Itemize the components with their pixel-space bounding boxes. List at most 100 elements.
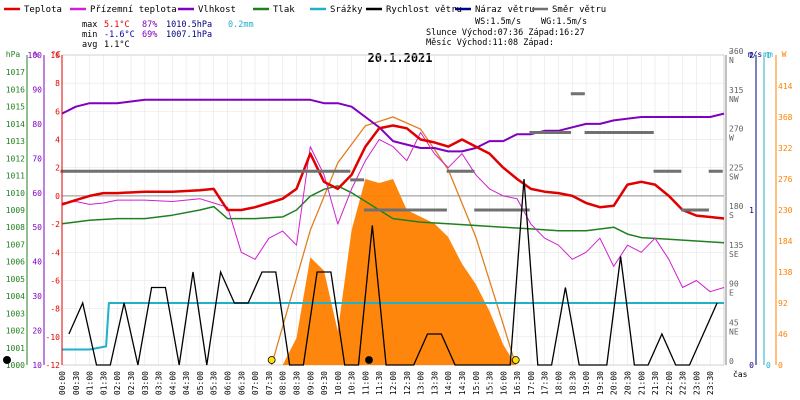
axis-solar-tick: 322 [778,144,793,153]
wind-direction-dot [168,169,172,173]
wind-direction-dot [446,169,450,173]
wind-direction-dot [206,169,210,173]
stat-ws: WS:1.5m/s [475,17,521,27]
wind-direction-dot [504,208,508,212]
wind-direction-dot [454,169,458,173]
wind-direction-dot [239,169,243,173]
wind-direction-dot [184,169,188,173]
wind-direction-dot [603,131,607,134]
wind-direction-dot [628,131,632,134]
wind-direction-dot [501,208,505,212]
wind-direction-dot [237,169,241,173]
wind-direction-dot [645,131,649,134]
wind-direction-dot [636,131,640,134]
x-tick-label: 17:30 [541,371,550,395]
x-tick-label: 05:30 [210,371,219,395]
axis-hpa-tick: 1016 [6,85,25,94]
wind-direction-dot [270,169,274,173]
wind-direction-dot [714,169,718,173]
wind-direction-dot [421,208,425,212]
axis-dir-name: E [729,289,734,298]
x-tick-label: 10:00 [334,371,343,395]
wind-direction-dot [551,131,555,134]
wind-direction-dot [430,208,434,212]
wind-direction-dot [278,169,282,173]
x-tick-label: 01:00 [86,371,95,395]
wind-direction-dot [223,169,227,173]
wind-direction-dot [609,131,613,134]
wind-direction-dot [132,169,136,173]
legend-label: Směr větru [552,5,606,15]
wind-direction-dot [226,169,229,173]
wind-direction-dot [529,131,533,134]
axis-hpa-tick: 1002 [6,327,25,336]
wind-direction-dot [438,208,442,212]
axis-solar-tick: 46 [778,330,788,339]
wind-direction-dot [79,169,83,173]
wind-direction-dot [192,169,196,173]
axis-wind-label: m/s [748,50,763,59]
wind-direction-dot [292,169,296,173]
wind-direction-dot [565,131,569,134]
wind-direction-dot [402,208,406,212]
axis-wind-tick: 0 [749,361,754,370]
wind-direction-dot [157,169,161,173]
stat-max-press: 1010.5hPa [166,20,212,30]
wind-direction-dot [537,131,541,134]
axis-hpa-tick: 1000 [6,361,25,370]
wind-direction-dot [534,131,538,134]
x-tick-label: 18:00 [555,371,564,395]
axis-pct-label: % [34,50,39,59]
wind-direction-dot [336,169,340,173]
axis-solar-tick: 230 [778,206,793,215]
axis-dir-tick: 45 [729,318,739,327]
axis-temp-tick: 10 [50,51,60,60]
wind-direction-dot [661,169,665,173]
x-tick-label: 11:30 [375,371,384,395]
axis-dir-name: S [729,211,734,220]
legend-label: Náraz větru [475,5,535,15]
axis-dir-tick: 0 [729,357,734,366]
wind-direction-dot [573,92,577,96]
wind-direction-dot [548,131,552,134]
wind-direction-dot [267,169,271,173]
wind-direction-dot [650,131,654,134]
x-tick-label: 00:00 [58,371,67,395]
moon-phase-marker [3,356,11,364]
x-tick-label: 03:30 [155,371,164,395]
wind-direction-dot [68,169,72,173]
wind-direction-dot [341,169,345,173]
x-tick-label: 03:00 [141,371,150,395]
series-sr-ky [62,302,724,351]
wind-direction-dot [443,208,447,212]
axis-hpa-tick: 1006 [6,258,25,267]
x-tick-label: 04:30 [182,371,191,395]
series-teplota [61,124,725,220]
stat-avg-label: avg [82,40,97,50]
wind-direction-dot [590,131,594,134]
series-p-zemn-teplota [61,132,725,293]
stat-max-temp: 5.1°C [104,20,130,30]
wind-direction-dot [140,169,144,173]
axis-temp-tick: -8 [50,305,60,314]
x-tick-label: 07:30 [265,371,274,395]
wind-direction-dot [328,169,332,173]
x-tick-label: 10:30 [348,371,357,395]
axis-solar-tick: 92 [778,299,788,308]
wind-direction-dot [559,131,563,134]
wind-direction-dot [256,169,260,173]
wind-direction-dot [587,131,591,134]
x-axis-label: čas [733,369,748,379]
axis-dir-name: W [729,134,734,143]
axis-dir-tick: 360 [729,47,744,56]
wind-direction-dot [187,169,191,173]
wind-direction-dot [394,208,398,212]
legend: Teplota Přízemní teplota Vlhkost Tlak Srážky… [4,5,606,15]
axis-hpa-tick: 1017 [6,68,25,77]
axis-solar-label: W [782,50,787,59]
wind-direction-marks [60,92,723,212]
wind-direction-dot [595,131,599,134]
wind-direction-dot [554,131,558,134]
wind-direction-dot [485,208,489,212]
wind-direction-dot [333,169,337,173]
